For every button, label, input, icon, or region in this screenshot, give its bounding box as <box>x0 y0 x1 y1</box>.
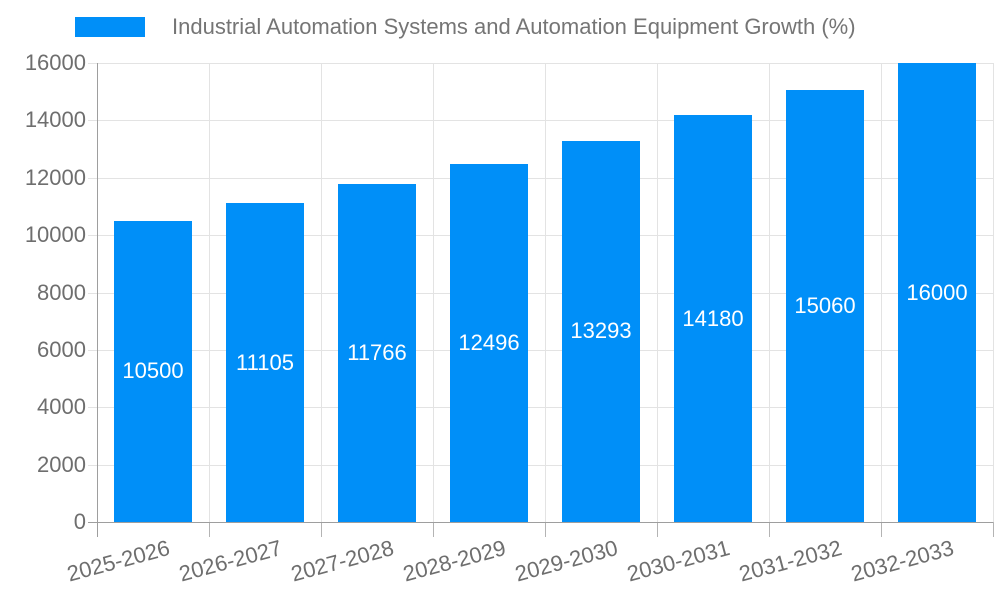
x-tick-label: 2028-2029 <box>400 535 509 587</box>
bar[interactable]: 12496 <box>450 163 528 522</box>
bar[interactable]: 10500 <box>114 220 192 522</box>
x-tick-label: 2025-2026 <box>64 535 173 587</box>
legend-label: Industrial Automation Systems and Automa… <box>172 14 856 39</box>
x-tick-label: 2032-2033 <box>848 535 957 587</box>
x-tick-mark <box>321 522 322 537</box>
bar[interactable]: 16000 <box>898 63 976 522</box>
bar[interactable]: 11766 <box>338 184 416 522</box>
v-gridline <box>993 63 994 522</box>
x-tick-label: 2026-2027 <box>176 535 285 587</box>
y-tick-label: 12000 <box>24 164 86 190</box>
bar-value-label: 12496 <box>458 329 520 355</box>
y-tick-label: 10000 <box>24 222 86 248</box>
bar-value-label: 14180 <box>682 305 744 331</box>
bar-value-label: 15060 <box>794 292 856 318</box>
bar-value-label: 11766 <box>347 340 407 366</box>
bar-value-label: 11105 <box>236 349 294 375</box>
y-tick-label: 16000 <box>24 50 86 75</box>
v-gridline <box>657 63 658 522</box>
y-tick-label: 0 <box>73 509 86 534</box>
v-gridline <box>769 63 770 522</box>
bar[interactable]: 14180 <box>674 115 752 522</box>
bar[interactable]: 13293 <box>562 140 640 522</box>
x-tick-mark <box>657 522 658 537</box>
x-tick-mark <box>545 522 546 537</box>
x-tick-label: 2030-2031 <box>624 535 733 587</box>
v-gridline <box>321 63 322 522</box>
h-gridline <box>88 63 993 64</box>
y-tick-label: 2000 <box>37 451 86 477</box>
x-tick-label: 2031-2032 <box>736 535 845 587</box>
x-tick-mark <box>433 522 434 537</box>
v-gridline <box>545 63 546 522</box>
y-axis-line <box>97 63 98 537</box>
y-tick-label: 14000 <box>24 107 86 133</box>
y-axis-zero-tick <box>88 522 97 523</box>
x-tick-mark <box>209 522 210 537</box>
chart-legend[interactable]: Industrial Automation Systems and Automa… <box>75 14 856 40</box>
y-tick-label: 8000 <box>37 279 86 305</box>
bar-value-label: 16000 <box>906 279 968 305</box>
x-tick-label: 2029-2030 <box>512 535 621 587</box>
v-gridline <box>209 63 210 522</box>
x-tick-mark <box>97 522 98 537</box>
x-tick-mark <box>881 522 882 537</box>
v-gridline <box>881 63 882 522</box>
x-tick-mark <box>769 522 770 537</box>
x-axis-line <box>88 522 993 523</box>
bar[interactable]: 11105 <box>226 203 304 522</box>
y-tick-label: 6000 <box>37 336 86 362</box>
bar[interactable]: 15060 <box>786 89 864 522</box>
legend-swatch-icon <box>75 17 145 37</box>
bar-value-label: 10500 <box>122 358 184 384</box>
v-gridline <box>433 63 434 522</box>
y-tick-label: 4000 <box>37 394 86 420</box>
x-tick-label: 2027-2028 <box>288 535 397 587</box>
bar-value-label: 13293 <box>570 318 632 344</box>
x-tick-mark <box>993 522 994 537</box>
